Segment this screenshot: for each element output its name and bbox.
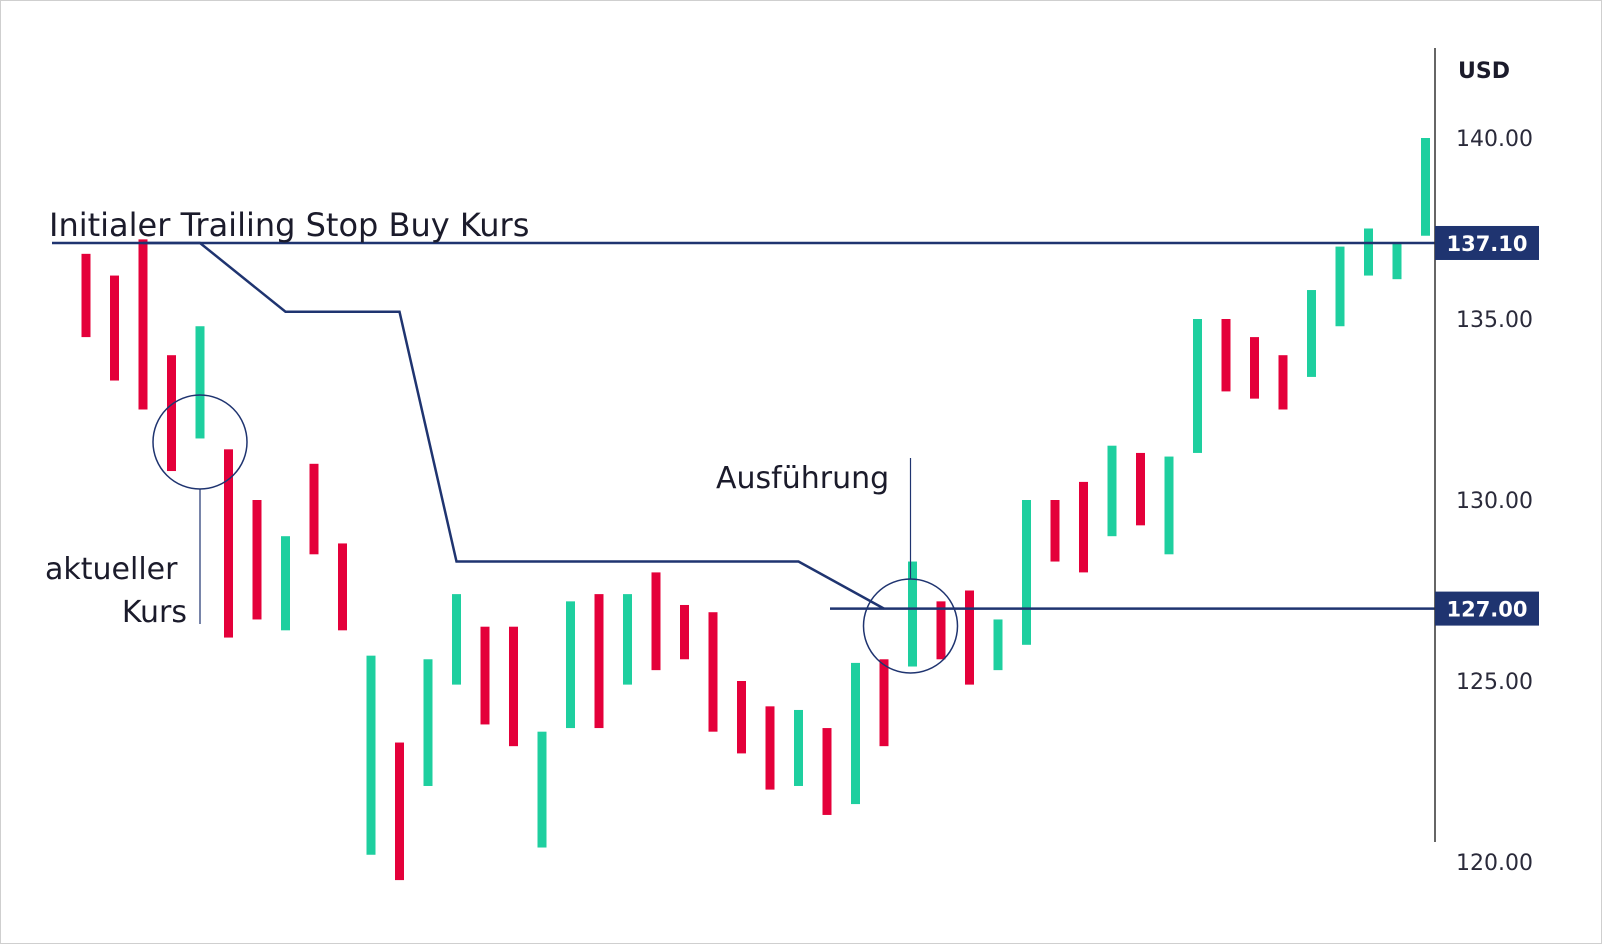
price-bar bbox=[167, 355, 176, 472]
price-bar bbox=[252, 500, 262, 620]
price-bar bbox=[965, 590, 974, 685]
price-bar bbox=[1307, 290, 1316, 377]
price-bar bbox=[1221, 319, 1231, 392]
price-bar bbox=[224, 449, 233, 638]
price-bar bbox=[1335, 246, 1345, 327]
price-bar bbox=[1022, 500, 1031, 645]
price-bar bbox=[651, 572, 661, 671]
price-bar bbox=[594, 594, 604, 729]
price-bar bbox=[423, 659, 433, 786]
price-bar bbox=[1050, 500, 1060, 562]
price-bar bbox=[1392, 242, 1402, 280]
price-bar bbox=[452, 594, 461, 685]
execution-annotation: Ausführung bbox=[716, 461, 889, 496]
trailing-stop-line bbox=[143, 241, 885, 610]
price-bar bbox=[1364, 228, 1373, 276]
price-bar bbox=[110, 275, 119, 381]
y-tick-label: 140.00 bbox=[1456, 127, 1533, 152]
price-bar bbox=[1136, 452, 1145, 526]
price-bar bbox=[395, 742, 404, 881]
price-bar bbox=[1193, 319, 1202, 453]
price-bar bbox=[737, 681, 746, 754]
y-tick-labels: 140.00 135.00 130.00 125.00 120.00 bbox=[1456, 127, 1533, 876]
price-bar bbox=[1107, 445, 1117, 537]
price-bars bbox=[81, 138, 1430, 881]
price-bar bbox=[509, 626, 518, 747]
price-bar bbox=[1164, 456, 1174, 555]
price-bar bbox=[851, 662, 860, 805]
current-price-annotation: aktueller Kurs bbox=[45, 552, 187, 630]
price-bar bbox=[936, 601, 946, 660]
y-tick-label: 120.00 bbox=[1456, 851, 1533, 876]
price-bar bbox=[908, 561, 917, 667]
price-bar bbox=[281, 536, 290, 631]
price-bar bbox=[366, 655, 376, 855]
price-bar bbox=[822, 728, 832, 815]
price-bar bbox=[138, 239, 148, 410]
price-bar bbox=[338, 543, 347, 631]
price-bar bbox=[1250, 337, 1259, 399]
level-badge-bg bbox=[1435, 225, 1539, 260]
price-bar bbox=[81, 253, 91, 338]
level-badge-127: 127.00 bbox=[1435, 591, 1539, 626]
level-badge-label: 127.00 bbox=[1446, 598, 1527, 622]
price-bar bbox=[680, 604, 689, 660]
level-badge-label: 137.10 bbox=[1446, 232, 1527, 256]
price-bar bbox=[794, 709, 803, 786]
y-tick-label: 135.00 bbox=[1456, 308, 1533, 333]
price-bar bbox=[1421, 138, 1430, 236]
price-bar bbox=[623, 594, 632, 685]
price-bar bbox=[1079, 481, 1088, 573]
price-bar bbox=[765, 706, 775, 790]
price-bar bbox=[566, 601, 575, 729]
price-bar bbox=[480, 626, 490, 725]
price-bar bbox=[993, 619, 1003, 671]
price-bar bbox=[195, 326, 205, 439]
price-bar bbox=[309, 463, 319, 555]
unit-label: USD bbox=[1458, 59, 1510, 84]
price-bar bbox=[708, 612, 718, 732]
initial-stop-annotation: Initialer Trailing Stop Buy Kurs bbox=[49, 206, 529, 244]
price-bar bbox=[879, 659, 889, 747]
price-bar bbox=[1278, 355, 1288, 410]
level-badge-bg bbox=[1435, 591, 1539, 626]
y-tick-label: 130.00 bbox=[1456, 489, 1533, 514]
level-badge-137: 137.10 bbox=[1435, 225, 1539, 260]
price-bar bbox=[537, 731, 547, 848]
y-tick-label: 125.00 bbox=[1456, 670, 1533, 695]
